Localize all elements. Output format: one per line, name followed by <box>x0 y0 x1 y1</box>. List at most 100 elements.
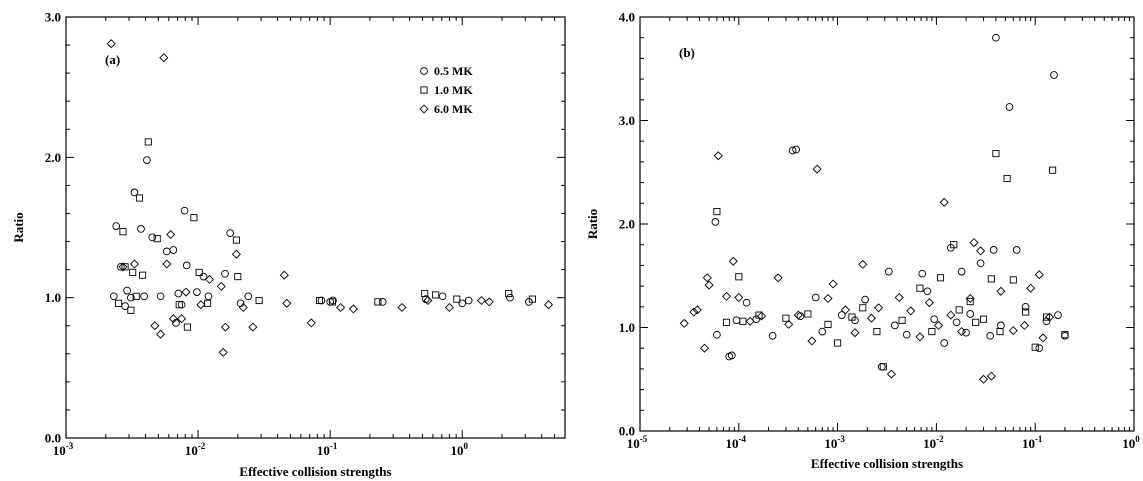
data-point <box>679 318 689 328</box>
data-point <box>127 306 135 314</box>
data-point <box>957 267 966 276</box>
legend-marker <box>420 67 428 75</box>
data-point <box>757 311 767 321</box>
data-point <box>216 281 226 291</box>
x-axis-title: Effective collision strengths <box>811 456 963 471</box>
data-point <box>1003 174 1011 183</box>
data-point <box>957 327 967 337</box>
y-tick-label: 2.0 <box>45 150 61 165</box>
data-point <box>484 297 494 307</box>
data-point <box>992 150 1000 158</box>
data-point <box>1012 246 1021 254</box>
x-tick-label: 10-2 <box>185 441 206 458</box>
data-point <box>438 292 447 301</box>
data-point <box>181 287 191 297</box>
data-point <box>874 303 884 313</box>
data-point <box>702 273 712 283</box>
y-tick-label: 3.0 <box>45 10 61 25</box>
data-point <box>782 314 790 322</box>
data-point <box>939 197 949 207</box>
data-point <box>199 272 208 281</box>
data-point <box>898 316 906 324</box>
y-tick-label: 1.0 <box>619 320 635 335</box>
data-point <box>444 302 454 313</box>
data-point <box>850 328 860 338</box>
legend-label: 6.0 MK <box>434 102 473 116</box>
data-point <box>123 286 131 295</box>
y-tick-label: 0.0 <box>619 424 635 439</box>
data-point <box>458 299 467 308</box>
data-point <box>150 321 160 331</box>
data-point <box>792 145 800 154</box>
data-point <box>244 292 253 301</box>
data-point <box>859 304 867 312</box>
data-point <box>476 295 487 306</box>
data-point <box>162 247 171 256</box>
data-point <box>976 259 985 268</box>
x-tick-label: 10-5 <box>627 434 648 451</box>
data-point <box>804 310 812 318</box>
data-point <box>755 311 763 319</box>
data-point <box>1008 326 1018 336</box>
data-point <box>721 291 732 301</box>
data-point <box>505 289 513 298</box>
series-6-0-mk <box>106 39 554 357</box>
data-point <box>866 313 876 323</box>
data-point <box>923 287 932 296</box>
data-point <box>906 306 916 316</box>
data-point <box>692 305 702 315</box>
data-point <box>232 236 240 244</box>
x-tick-label: 100 <box>1122 434 1140 451</box>
data-point <box>180 206 189 215</box>
data-point <box>306 318 316 328</box>
data-point <box>159 53 169 63</box>
data-point <box>153 235 161 243</box>
data-point <box>891 321 899 330</box>
data-point <box>879 363 887 371</box>
data-point <box>421 289 429 298</box>
chart-panel-a: 10-3 10-2 10-1 100 0.0 1.0 2.0 3.0 Effective col… <box>11 10 566 479</box>
x-tick-label: 100 <box>450 441 468 458</box>
data-point <box>979 315 988 323</box>
data-point <box>1021 302 1030 311</box>
data-point <box>464 296 473 305</box>
series-1-0-mk <box>115 138 536 331</box>
data-point <box>169 246 178 254</box>
data-point <box>1009 276 1017 284</box>
data-point <box>226 229 235 237</box>
data-point <box>116 262 125 271</box>
legend-marker <box>420 86 428 94</box>
data-point <box>183 323 191 331</box>
data-point <box>962 328 970 337</box>
data-point <box>768 331 777 340</box>
data-point <box>132 292 140 300</box>
data-point <box>818 327 827 336</box>
data-point <box>130 188 139 197</box>
data-point <box>916 284 924 292</box>
data-point <box>784 319 794 329</box>
data-point <box>972 318 980 326</box>
data-point <box>432 291 440 299</box>
data-point <box>112 222 121 230</box>
data-point <box>218 347 228 357</box>
y-tick-label: 4.0 <box>619 10 635 25</box>
data-point <box>248 322 258 332</box>
data-point <box>811 293 820 302</box>
data-point <box>168 314 178 324</box>
data-point <box>976 246 986 256</box>
data-point <box>231 249 241 259</box>
data-point <box>119 228 127 236</box>
data-point <box>824 320 832 328</box>
series-0-5-mk <box>711 33 1069 371</box>
y-tick-label: 3.0 <box>619 113 635 128</box>
data-point <box>378 298 387 306</box>
data-point <box>894 292 904 303</box>
data-point <box>148 233 157 242</box>
data-point <box>317 296 326 305</box>
series-0-5-mk <box>109 156 533 327</box>
x-axis-title: Effective collision strengths <box>239 464 391 479</box>
data-point <box>315 296 324 305</box>
plot-frame <box>65 16 566 439</box>
data-point <box>699 343 710 353</box>
y-axis-title: Ratio <box>11 212 26 242</box>
